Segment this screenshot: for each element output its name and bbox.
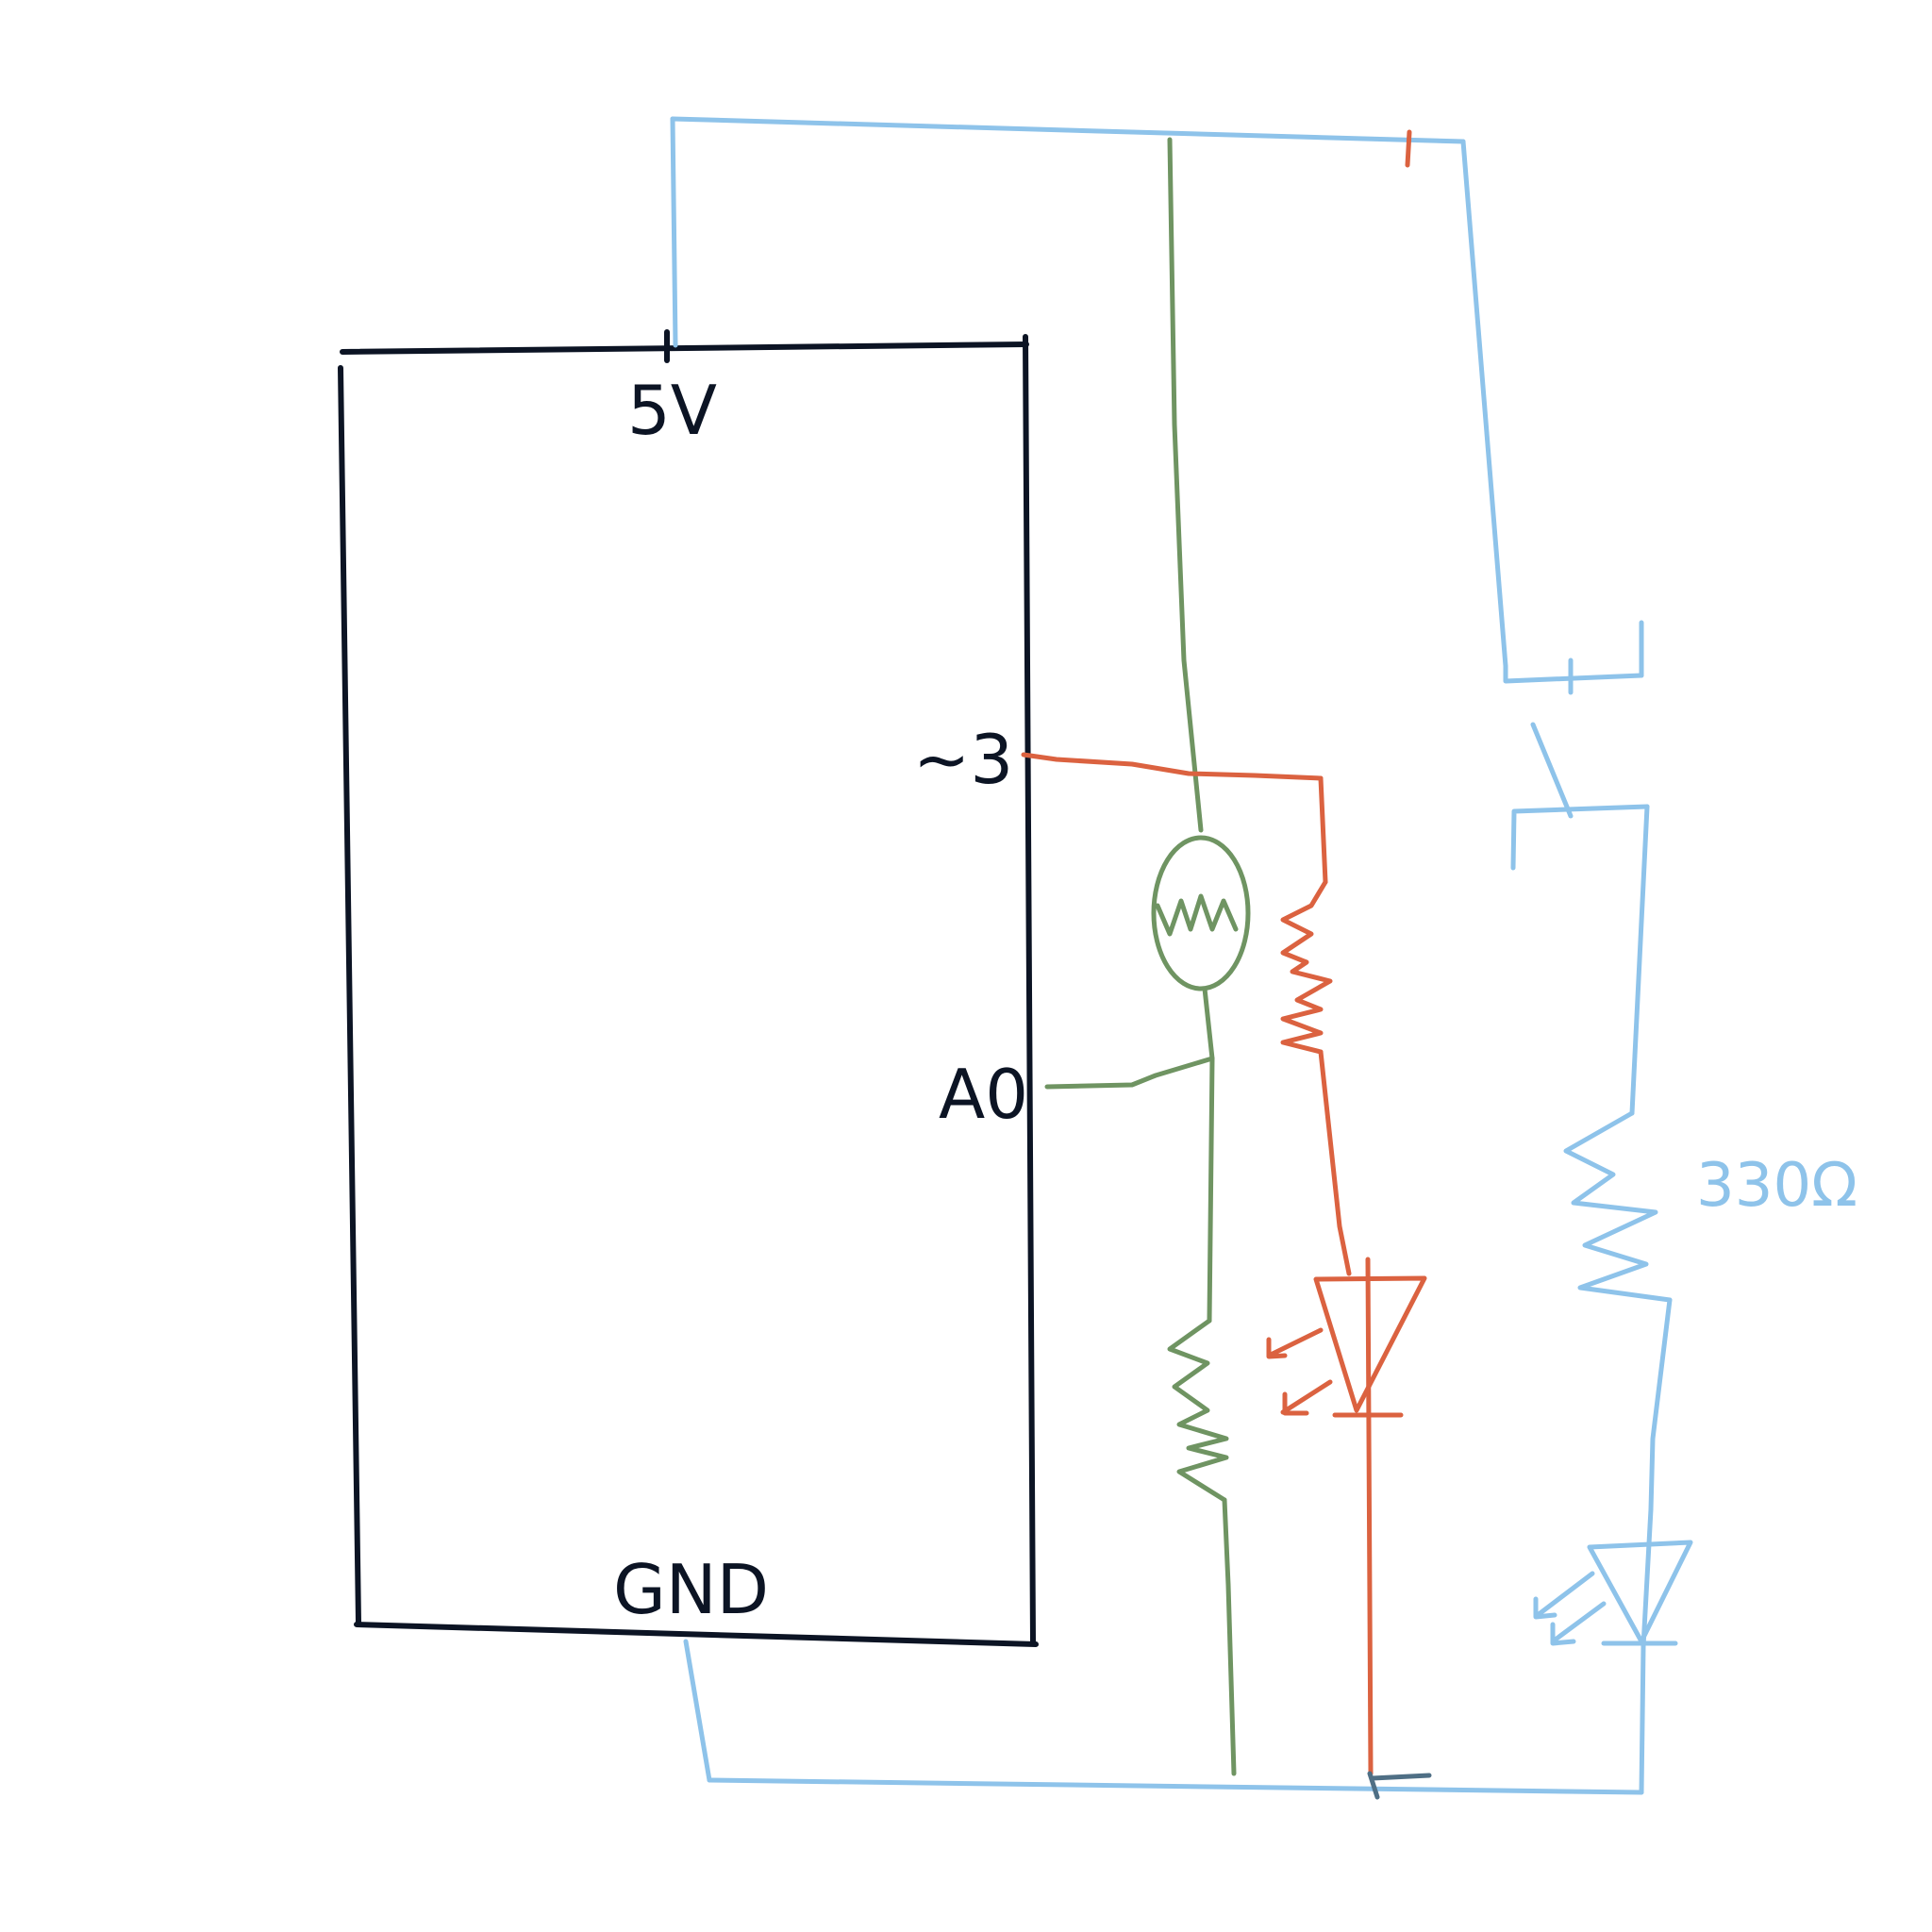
green-wire-down xyxy=(1207,1056,1215,1324)
wire-switch-top xyxy=(1503,663,1644,684)
orange-led-arrow-1 xyxy=(1266,1327,1324,1359)
wire-top-rail xyxy=(670,116,1466,144)
green-resistor xyxy=(1167,1318,1229,1503)
orange-wire-from-pin3 xyxy=(1021,752,1324,781)
sensor-branch-wire xyxy=(1044,137,1251,1776)
green-wire-to-a0 xyxy=(1044,1056,1215,1090)
orange-stub-top xyxy=(1405,129,1412,168)
board-left-edge xyxy=(338,365,361,1625)
wire-right-down xyxy=(1460,139,1508,669)
label-gnd: GND xyxy=(613,1550,769,1629)
wire-gnd-up xyxy=(683,1639,712,1783)
label-5v: 5V xyxy=(627,371,717,450)
wire-to-resistor xyxy=(1629,804,1650,1116)
power-loop-wire xyxy=(670,116,1693,1795)
wire-switch-bottom xyxy=(1510,804,1650,871)
label-resistor-330: 330Ω xyxy=(1696,1151,1857,1221)
board-bottom-edge xyxy=(354,1622,1039,1647)
wire-resistor-to-led xyxy=(1648,1297,1673,1512)
blue-led-arrow-1 xyxy=(1533,1571,1595,1620)
orange-led-arrow-2 xyxy=(1280,1379,1333,1416)
ground-junction xyxy=(1367,1771,1432,1800)
green-wire-top xyxy=(1167,137,1204,833)
orange-wire-through-led xyxy=(1365,1257,1374,1776)
led-branch-wire xyxy=(1021,129,1427,1776)
photoresistor-body xyxy=(1151,835,1251,991)
label-pin-a0: A0 xyxy=(939,1055,1028,1134)
blue-led-triangle xyxy=(1587,1540,1693,1644)
label-pin-3: ~3 xyxy=(913,720,1013,799)
wire-led-through xyxy=(1641,1507,1654,1649)
ground-junction-mark xyxy=(1367,1771,1432,1800)
blue-resistor xyxy=(1563,1110,1673,1303)
orange-wire-to-led xyxy=(1318,1049,1352,1276)
photoresistor-zigzag xyxy=(1155,893,1239,937)
wire-5v-up xyxy=(670,116,678,348)
green-wire-to-gnd xyxy=(1222,1497,1237,1776)
wire-led-to-gnd xyxy=(1639,1643,1646,1795)
orange-resistor xyxy=(1280,879,1333,1055)
microcontroller-board xyxy=(338,329,1039,1647)
board-top-edge xyxy=(340,341,1029,355)
switch-lever xyxy=(1530,722,1574,819)
green-wire-ldr-down xyxy=(1202,986,1215,1061)
blue-led-arrow-2 xyxy=(1550,1601,1607,1646)
orange-wire-down xyxy=(1318,775,1328,885)
board-right-edge xyxy=(1023,334,1036,1644)
wire-bottom-rail xyxy=(707,1777,1644,1795)
